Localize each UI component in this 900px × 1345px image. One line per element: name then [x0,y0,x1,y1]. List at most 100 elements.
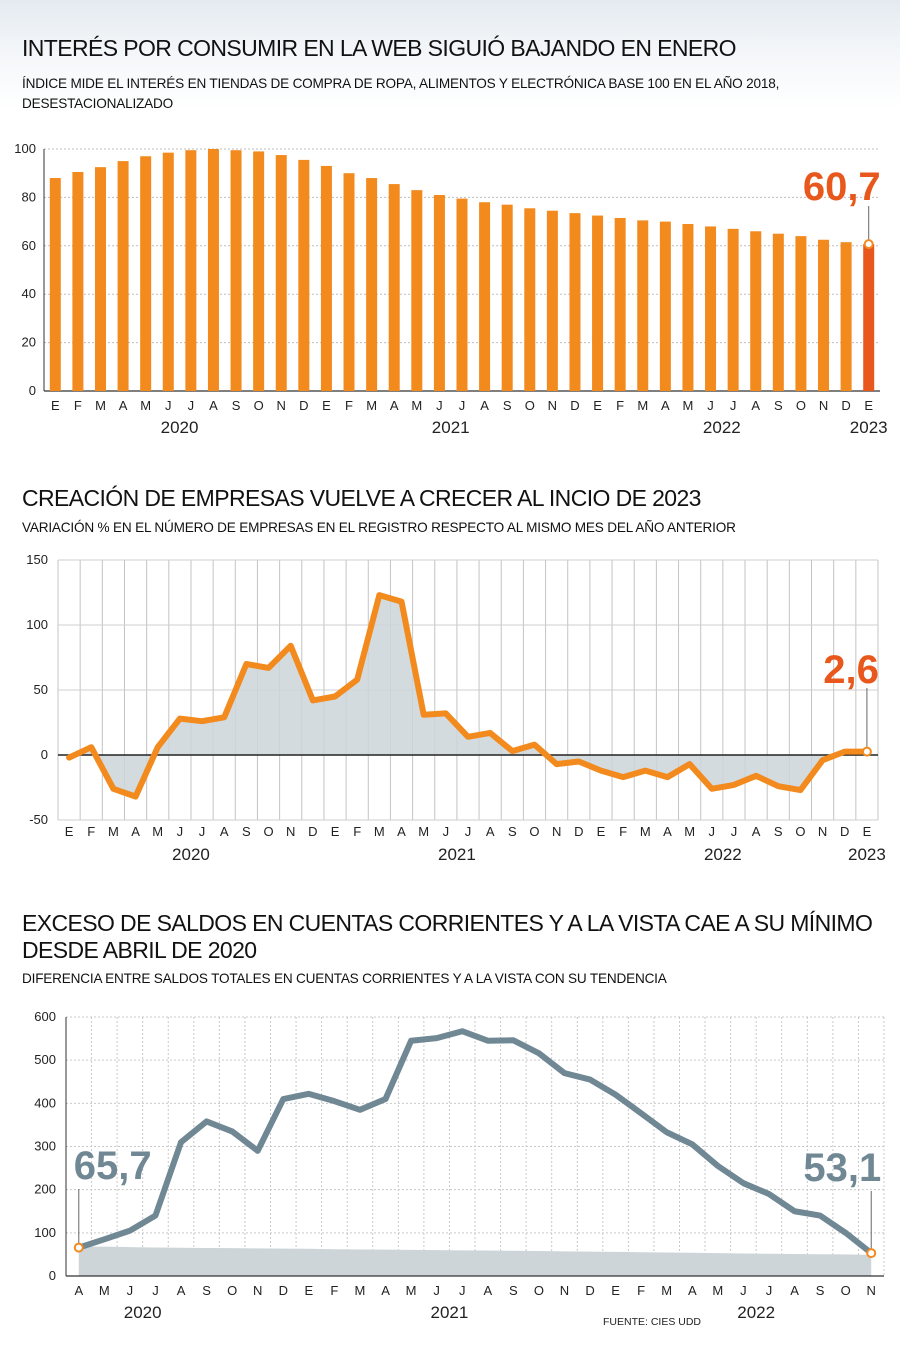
x-tick-label: M [683,398,694,413]
x-tick-label: E [322,398,331,413]
x-tick-label: F [637,1283,645,1298]
bar [366,178,378,391]
y-tick-label: 300 [34,1139,56,1154]
x-tick-label: A [486,824,495,839]
x-tick-label: A [483,1283,492,1298]
x-tick-label: N [818,824,827,839]
x-tick-label: S [509,1283,518,1298]
x-tick-label: A [790,1283,799,1298]
x-tick-label: O [254,398,264,413]
x-tick-label: M [366,398,377,413]
x-tick-label: S [242,824,251,839]
y-tick-label: 50 [34,682,48,697]
x-tick-label: A [177,1283,186,1298]
x-tick-label: E [51,398,60,413]
x-tick-label: A [480,398,489,413]
y-tick-label: 100 [34,1225,56,1240]
x-tick-label: J [443,824,450,839]
start-callout-value: 65,7 [74,1144,152,1188]
bar [49,178,61,391]
x-tick-label: D [308,824,317,839]
x-tick-label: J [730,398,737,413]
x-tick-label: S [774,824,783,839]
x-tick-label: A [131,824,140,839]
x-tick-label: F [616,398,624,413]
x-tick-label: O [534,1283,544,1298]
bar [659,221,671,391]
bar [162,152,174,391]
x-tick-label: S [232,398,241,413]
bar [94,167,106,391]
x-tick-label: N [552,824,561,839]
bar [727,228,739,391]
x-tick-label: S [816,1283,825,1298]
x-tick-label: M [140,398,151,413]
year-label: 2020 [172,845,210,864]
x-tick-label: M [637,398,648,413]
x-tick-label: E [863,824,872,839]
y-tick-label: 150 [26,552,48,567]
x-tick-label: A [688,1283,697,1298]
x-tick-label: J [709,824,716,839]
chart1-subtitle: ÍNDICE MIDE EL INTERÉS EN TIENDAS DE COM… [22,76,780,111]
y-tick-label: 0 [49,1268,56,1283]
bar [253,151,265,391]
x-tick-label: A [751,398,760,413]
x-tick-label: J [127,1283,134,1298]
year-label: 2022 [704,845,742,864]
header-band [0,0,900,110]
x-tick-label: S [508,824,517,839]
bar [772,233,784,391]
callout-value: 60,7 [803,165,881,209]
bar [818,239,830,391]
x-tick-label: D [570,398,579,413]
end-callout-value: 53,1 [803,1146,881,1190]
x-tick-label: O [525,398,535,413]
x-tick-label: D [299,398,308,413]
x-tick-label: N [819,398,828,413]
bar [524,208,536,391]
x-tick-label: M [374,824,385,839]
y-tick-label: 100 [26,617,48,632]
x-tick-label: M [406,1283,417,1298]
series-line [75,1028,875,1257]
x-tick-label: J [199,824,206,839]
x-tick-label: D [279,1283,288,1298]
x-tick-label: E [597,824,606,839]
callout-value: 2,6 [823,648,879,692]
x-tick-label: A [661,398,670,413]
x-tick-label: M [355,1283,366,1298]
x-tick-label: F [353,824,361,839]
x-tick-label: D [840,824,849,839]
x-tick-label: F [619,824,627,839]
bar [705,226,717,391]
year-label: 2021 [432,418,470,437]
bar [117,161,129,391]
x-tick-label: M [418,824,429,839]
x-tick-label: A [74,1283,83,1298]
x-tick-label: M [712,1283,723,1298]
x-tick-label: E [611,1283,620,1298]
bar [320,165,332,391]
x-tick-label: E [331,824,340,839]
source-note: FUENTE: CIES UDD [603,1316,702,1328]
x-tick-label: D [574,824,583,839]
x-tick-label: O [263,824,273,839]
callout-marker [861,746,872,757]
x-tick-label: A [390,398,399,413]
start-callout-marker [73,1242,84,1253]
bar [388,184,400,391]
x-tick-label: M [684,824,695,839]
x-tick-label: J [740,1283,747,1298]
y-tick-label: 40 [22,286,36,301]
x-tick-label: J [459,398,466,413]
bar [230,150,242,391]
x-tick-label: S [774,398,783,413]
x-tick-label: J [766,1283,773,1298]
y-tick-label: -50 [29,812,48,827]
y-tick-label: 60 [22,238,36,253]
y-tick-label: 200 [34,1182,56,1197]
year-label: 2021 [431,1303,469,1322]
callout-marker [863,239,874,250]
